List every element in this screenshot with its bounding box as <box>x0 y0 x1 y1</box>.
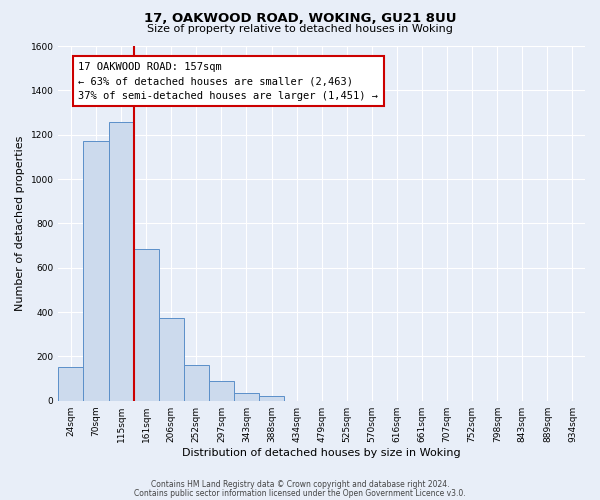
Y-axis label: Number of detached properties: Number of detached properties <box>15 136 25 311</box>
X-axis label: Distribution of detached houses by size in Woking: Distribution of detached houses by size … <box>182 448 461 458</box>
Text: 17, OAKWOOD ROAD, WOKING, GU21 8UU: 17, OAKWOOD ROAD, WOKING, GU21 8UU <box>144 12 456 26</box>
Bar <box>234 393 259 400</box>
Bar <box>184 365 209 400</box>
Bar <box>259 396 284 400</box>
Text: Contains HM Land Registry data © Crown copyright and database right 2024.: Contains HM Land Registry data © Crown c… <box>151 480 449 489</box>
Text: Size of property relative to detached houses in Woking: Size of property relative to detached ho… <box>147 24 453 34</box>
Bar <box>109 122 134 400</box>
Bar <box>58 368 83 400</box>
Bar <box>209 381 234 400</box>
Text: 17 OAKWOOD ROAD: 157sqm
← 63% of detached houses are smaller (2,463)
37% of semi: 17 OAKWOOD ROAD: 157sqm ← 63% of detache… <box>79 62 379 101</box>
Bar <box>134 249 159 400</box>
Bar <box>83 142 109 400</box>
Bar <box>159 318 184 400</box>
Text: Contains public sector information licensed under the Open Government Licence v3: Contains public sector information licen… <box>134 488 466 498</box>
